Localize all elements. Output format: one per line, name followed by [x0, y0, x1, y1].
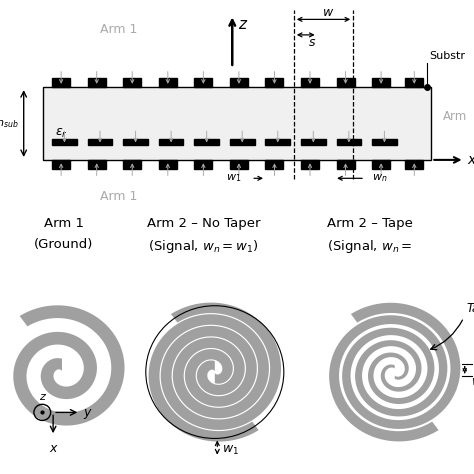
- Polygon shape: [342, 303, 460, 429]
- Text: w: w: [323, 6, 333, 18]
- Bar: [265, 139, 290, 146]
- Bar: [123, 139, 148, 146]
- Bar: [88, 79, 106, 87]
- Polygon shape: [161, 302, 281, 430]
- Text: $h_{sub}$: $h_{sub}$: [0, 117, 18, 130]
- Text: Substr: Substr: [429, 51, 465, 61]
- Bar: [301, 160, 319, 169]
- Text: $w_n$: $w_n$: [372, 173, 388, 184]
- Bar: [301, 139, 326, 146]
- Bar: [52, 160, 70, 169]
- Polygon shape: [149, 314, 269, 442]
- Bar: [230, 160, 248, 169]
- Text: z: z: [39, 392, 45, 402]
- Text: x: x: [49, 442, 57, 455]
- Bar: [88, 139, 112, 146]
- Bar: [265, 79, 283, 87]
- Bar: [372, 79, 390, 87]
- Text: Arm 2 – Tape: Arm 2 – Tape: [327, 217, 413, 229]
- Bar: [123, 160, 141, 169]
- Text: $\varepsilon_r$: $\varepsilon_r$: [55, 127, 67, 140]
- Text: s: s: [309, 36, 315, 49]
- Bar: [230, 79, 248, 87]
- Bar: [337, 160, 355, 169]
- Bar: [52, 79, 70, 87]
- Text: (Ground): (Ground): [34, 237, 94, 251]
- Polygon shape: [329, 315, 447, 441]
- Bar: [194, 160, 212, 169]
- Bar: [230, 139, 255, 146]
- Text: $w_1$: $w_1$: [227, 173, 242, 184]
- Text: Arm 1: Arm 1: [100, 190, 137, 203]
- Bar: [159, 79, 177, 87]
- Text: Arm 1: Arm 1: [44, 217, 84, 229]
- Text: Arm 1: Arm 1: [100, 23, 137, 36]
- Text: (Signal, $w_n = w_1$): (Signal, $w_n = w_1$): [148, 237, 259, 255]
- Text: z: z: [238, 17, 246, 32]
- Text: $w_n$: $w_n$: [471, 377, 474, 390]
- Text: x: x: [467, 153, 474, 167]
- Text: (Signal, $w_n =$: (Signal, $w_n =$: [327, 237, 412, 255]
- Bar: [52, 139, 77, 146]
- Bar: [123, 79, 141, 87]
- Text: Taper: Taper: [466, 302, 474, 315]
- Bar: [337, 139, 361, 146]
- Text: Arm 2 – No Taper: Arm 2 – No Taper: [147, 217, 261, 229]
- Bar: [337, 79, 355, 87]
- Polygon shape: [13, 305, 125, 426]
- Bar: [372, 139, 397, 146]
- Bar: [405, 79, 423, 87]
- Bar: [405, 160, 423, 169]
- Bar: [194, 139, 219, 146]
- Text: $w_1$: $w_1$: [222, 444, 239, 457]
- Bar: [159, 139, 183, 146]
- Bar: [265, 160, 283, 169]
- Bar: [159, 160, 177, 169]
- Bar: [88, 160, 106, 169]
- Text: Arm: Arm: [443, 110, 467, 123]
- Bar: [43, 87, 431, 160]
- Bar: [372, 160, 390, 169]
- Text: y: y: [84, 406, 91, 419]
- Bar: [194, 79, 212, 87]
- Bar: [301, 79, 319, 87]
